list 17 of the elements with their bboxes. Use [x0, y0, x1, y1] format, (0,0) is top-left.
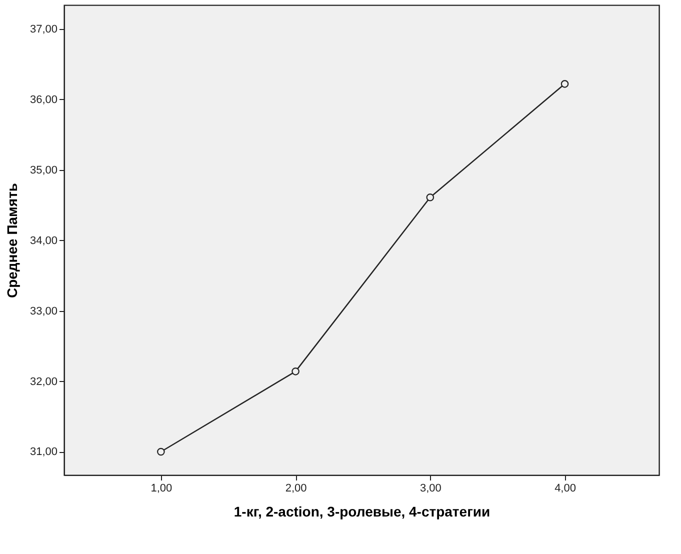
point: [292, 368, 300, 376]
x-tick-label: 1,00: [150, 482, 172, 494]
point: [560, 80, 569, 88]
point: [157, 448, 165, 456]
y-tick-label: 35,00: [30, 164, 58, 176]
y-tick-label: 33,00: [30, 305, 58, 318]
y-tick-label: 32,00: [30, 376, 58, 388]
x-tick-label: 3,00: [420, 482, 442, 494]
y-axis-title: Среднее Память: [4, 182, 20, 298]
x-axis-title: 1-кг, 2-action, 3-ролевые, 4-стратегии: [234, 504, 490, 520]
x-tick-label: 4,00: [554, 482, 576, 494]
y-tick-label: 36,00: [30, 94, 58, 106]
y-tick-label: 37,00: [30, 23, 58, 36]
x-tick-label: 2,00: [285, 482, 307, 494]
point: [426, 193, 434, 202]
y-tick-label: 31,00: [30, 446, 58, 458]
y-tick-label: 34,00: [30, 234, 58, 247]
